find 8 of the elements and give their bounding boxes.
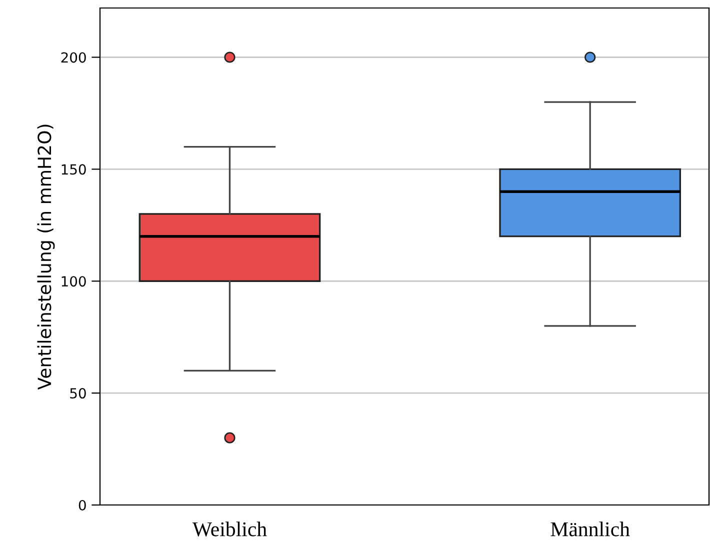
y-tick-label: 100 (62, 276, 86, 287)
x-tick-label: Weiblich (192, 522, 267, 536)
y-tick-label: 150 (62, 164, 86, 175)
y-tick-label: 50 (70, 388, 86, 399)
y-tick-label: 0 (78, 500, 86, 510)
y-axis-title: Ventileinstellung (in mmH2O) (37, 124, 55, 390)
x-tick-label: Männlich (550, 522, 630, 536)
y-tick-label: 200 (61, 52, 86, 63)
